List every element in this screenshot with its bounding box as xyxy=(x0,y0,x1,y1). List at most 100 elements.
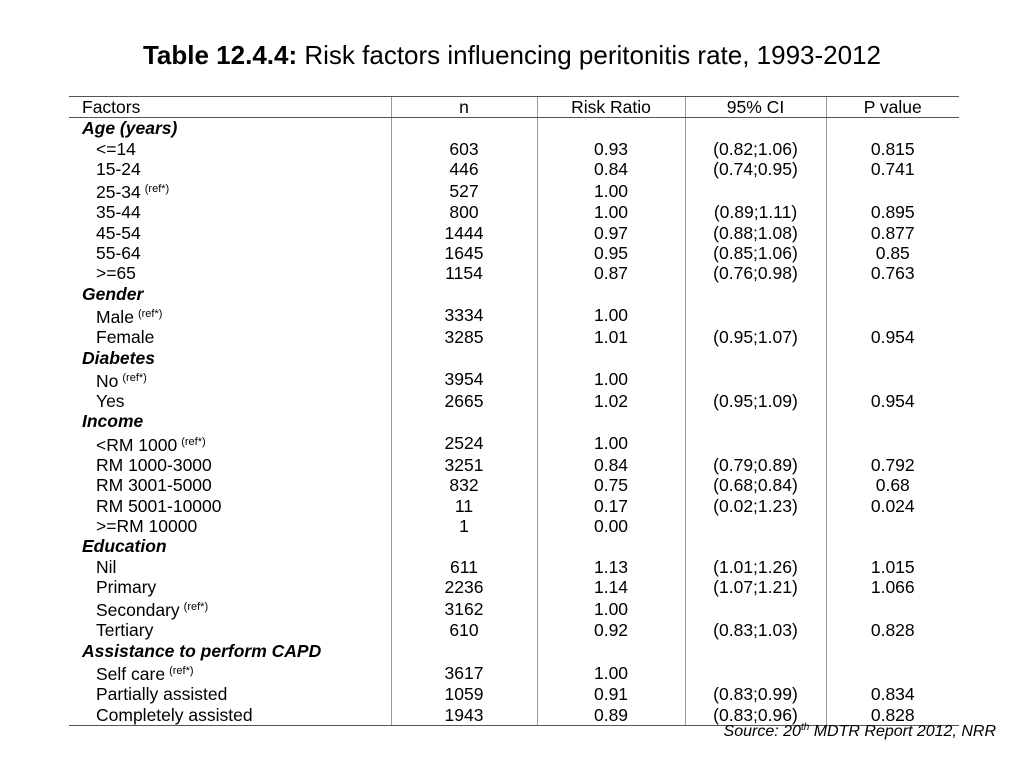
n-cell: 3617 xyxy=(390,661,537,685)
factor-label: >=65 xyxy=(96,263,136,284)
source-prefix: Source: 20 xyxy=(723,723,801,740)
group-label: Diabetes xyxy=(82,347,155,368)
table-row: Tertiary 610 0.92 (0.83;1.03) 0.828 xyxy=(69,620,959,641)
factor-label: <=14 xyxy=(96,138,136,159)
table-row: RM 1000-3000 3251 0.84 (0.79;0.89) 0.792 xyxy=(69,455,959,476)
n-cell: 610 xyxy=(390,620,537,641)
ci-cell: (0.85;1.06) xyxy=(684,243,826,264)
factor-label: 35-44 xyxy=(96,202,141,223)
factor-label: Tertiary xyxy=(96,620,154,641)
p-value-cell: 0.792 xyxy=(825,455,959,476)
empty-cell xyxy=(684,347,826,368)
n-cell: 832 xyxy=(390,475,537,496)
factor-cell: Partially assisted xyxy=(69,684,391,704)
p-value-cell: 0.85 xyxy=(825,243,959,264)
p-value-cell: 0.68 xyxy=(825,475,959,496)
risk-ratio-cell: 1.00 xyxy=(536,431,685,456)
risk-ratio-cell: 0.91 xyxy=(536,684,685,705)
ci-cell: (0.83;1.03) xyxy=(684,620,826,641)
factor-cell: Yes xyxy=(69,391,391,411)
factor-cell: Tertiary xyxy=(69,620,391,640)
factor-cell: <RM 1000 (ref*) xyxy=(69,432,391,455)
empty-cell xyxy=(825,283,959,304)
risk-ratio-cell: 1.00 xyxy=(536,303,685,328)
factor-label: Yes xyxy=(96,391,125,412)
p-value-cell: 0.828 xyxy=(825,620,959,641)
factor-cell: Primary xyxy=(69,577,391,597)
group-label: Income xyxy=(82,411,144,432)
factor-label: Male xyxy=(96,306,134,327)
n-cell: 2665 xyxy=(390,391,537,412)
empty-cell xyxy=(390,117,537,139)
ci-cell: (0.88;1.08) xyxy=(684,222,826,244)
factor-label: RM 5001-10000 xyxy=(96,495,222,516)
risk-ratio-cell: 0.87 xyxy=(536,263,685,284)
source-note: Source: 20th MDTR Report 2012, NRR xyxy=(724,722,996,741)
factor-cell: Female xyxy=(69,327,391,347)
reference-marker: (ref*) xyxy=(122,371,147,384)
factor-cell: Completely assisted xyxy=(69,704,391,726)
n-cell: 2524 xyxy=(390,431,537,456)
empty-cell xyxy=(536,536,685,557)
empty-cell xyxy=(825,347,959,368)
empty-cell xyxy=(536,411,685,432)
reference-marker: (ref*) xyxy=(144,183,170,196)
n-cell: 1 xyxy=(390,515,537,537)
factor-cell: Secondary (ref*) xyxy=(69,597,391,620)
n-cell: 1154 xyxy=(390,263,537,284)
p-value-cell xyxy=(825,303,959,328)
factor-cell: >=RM 10000 xyxy=(69,516,391,536)
factor-cell: Self care (ref*) xyxy=(69,661,391,684)
group-header-row: Education xyxy=(69,536,959,557)
empty-cell xyxy=(825,117,959,139)
ci-cell: (0.68;0.84) xyxy=(684,475,826,496)
factor-cell: RM 3001-5000 xyxy=(69,475,391,495)
n-cell: 1645 xyxy=(390,243,537,264)
ci-cell xyxy=(684,179,826,203)
n-cell: 603 xyxy=(390,138,537,159)
risk-ratio-cell: 0.00 xyxy=(536,515,685,537)
n-cell: 3162 xyxy=(390,597,537,621)
n-cell: 3285 xyxy=(390,327,537,348)
ci-cell: (0.79;0.89) xyxy=(684,455,826,476)
empty-cell xyxy=(825,536,959,557)
n-cell: 611 xyxy=(390,556,537,577)
risk-ratio-cell: 1.00 xyxy=(536,597,685,621)
group-header-row: Age (years) xyxy=(69,117,959,139)
ci-cell: (1.01;1.26) xyxy=(684,556,826,577)
p-value-cell: 0.815 xyxy=(825,138,959,159)
empty-cell xyxy=(825,411,959,432)
risk-factors-table-container: Factors n Risk Ratio 95% CI P value Age … xyxy=(69,95,959,726)
group-label: Education xyxy=(82,536,167,557)
p-value-cell xyxy=(825,597,959,621)
p-value-cell xyxy=(825,179,959,203)
p-value-cell: 0.834 xyxy=(825,684,959,705)
factor-cell: 25-34 (ref*) xyxy=(69,179,391,202)
table-row: 15-24 446 0.84 (0.74;0.95) 0.741 xyxy=(69,158,959,180)
reference-marker: (ref*) xyxy=(181,435,206,448)
n-cell: 800 xyxy=(390,202,537,223)
factor-cell: Nil xyxy=(69,557,391,577)
ci-cell: (0.95;1.09) xyxy=(684,391,826,412)
empty-cell xyxy=(684,536,826,557)
factor-label: Female xyxy=(96,327,155,348)
p-value-cell xyxy=(825,431,959,456)
header-p-value: P value xyxy=(825,95,959,119)
factor-label: RM 3001-5000 xyxy=(96,475,212,496)
p-value-cell: 0.954 xyxy=(825,391,959,412)
empty-cell xyxy=(684,283,826,304)
ci-cell xyxy=(684,367,826,392)
factor-cell: No (ref*) xyxy=(69,368,391,391)
factor-label: No xyxy=(96,370,119,391)
n-cell: 3954 xyxy=(390,367,537,392)
table-row: >=65 1154 0.87 (0.76;0.98) 0.763 xyxy=(69,263,959,284)
factor-label: <RM 1000 xyxy=(96,434,178,455)
table-row: Self care (ref*) 3617 1.00 xyxy=(69,661,959,685)
table-row: Yes 2665 1.02 (0.95;1.09) 0.954 xyxy=(69,391,959,412)
ci-cell xyxy=(684,515,826,537)
risk-ratio-cell: 1.14 xyxy=(536,576,685,598)
ci-cell xyxy=(684,303,826,328)
table-row: 35-44 800 1.00 (0.89;1.11) 0.895 xyxy=(69,202,959,223)
table-row: 45-54 1444 0.97 (0.88;1.08) 0.877 xyxy=(69,222,959,244)
ci-cell xyxy=(684,661,826,685)
